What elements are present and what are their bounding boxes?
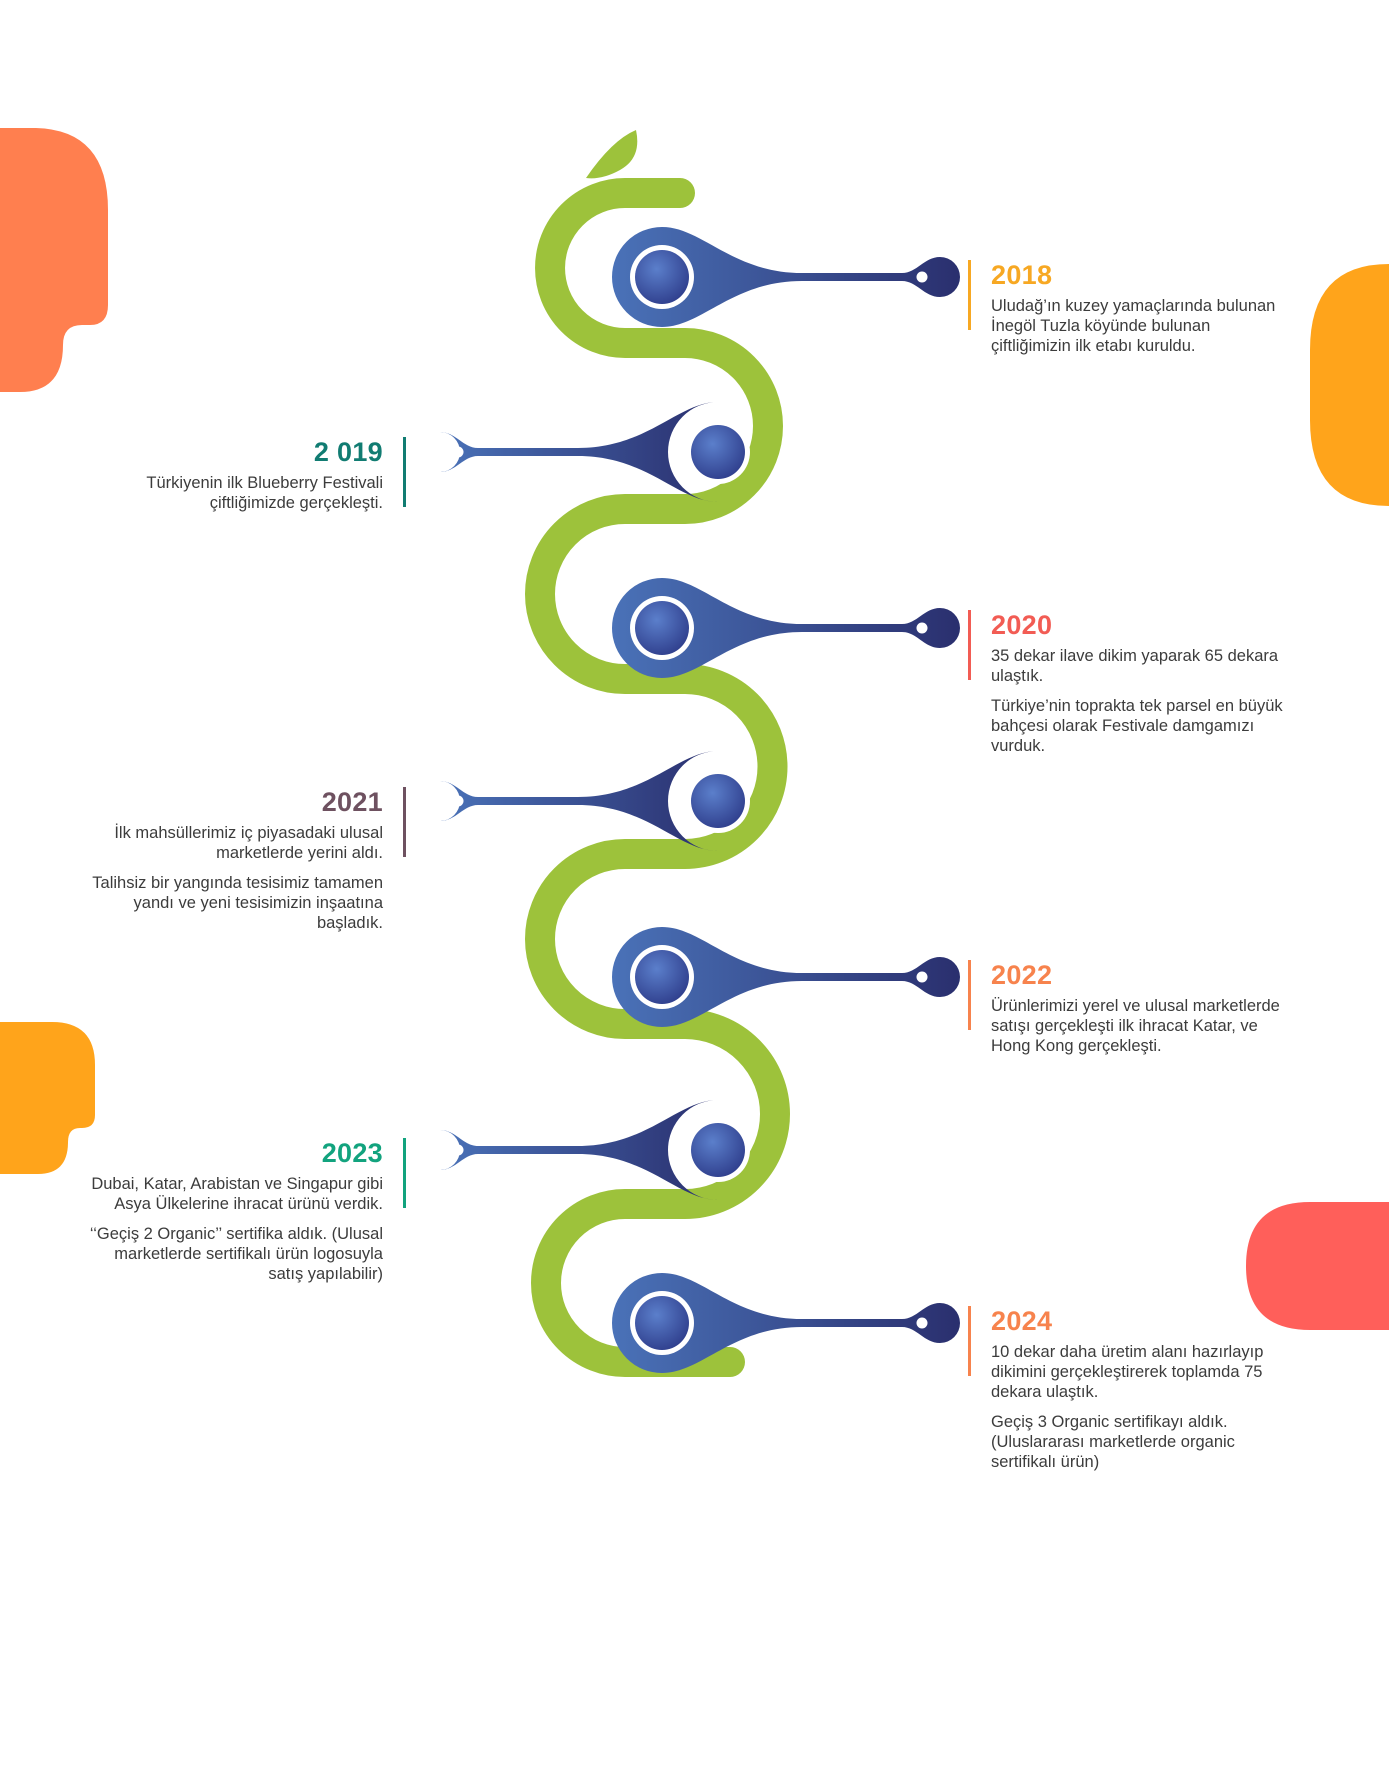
year-accent-bar xyxy=(403,787,406,857)
pin-end-dot xyxy=(916,971,928,983)
entry-text: 10 dekar daha üretim alanı hazırlayıp di… xyxy=(991,1343,1264,1401)
timeline-entry-2018: 2018 Uludağ’ın kuzey yamaçlarında buluna… xyxy=(968,260,1291,366)
year-accent-bar xyxy=(968,610,971,680)
pin-body xyxy=(612,1273,960,1373)
blob-amber-left xyxy=(0,1022,95,1174)
year-label: 2021 xyxy=(321,787,383,817)
entry-text: Türkiye’nin toprakta tek parsel en büyük… xyxy=(991,697,1283,755)
timeline-entry-2024: 2024 10 dekar daha üretim alanı hazırlay… xyxy=(968,1306,1291,1482)
timeline-pin-2018 xyxy=(612,227,960,327)
timeline-pin-2019 xyxy=(440,402,750,502)
pin-end-dot xyxy=(452,446,464,458)
entry-text: Ürünlerimizi yerel ve ulusal marketlerde… xyxy=(991,997,1280,1055)
blob-orange-top-left xyxy=(0,128,108,392)
entry-text: İlk mahsüllerimiz iç piyasadaki ulusal m… xyxy=(114,824,383,862)
year-label: 2018 xyxy=(991,260,1053,290)
pin-dot xyxy=(635,601,689,655)
year-label: 2023 xyxy=(321,1138,383,1168)
blob-red-right xyxy=(1246,1202,1389,1330)
pin-body xyxy=(440,751,718,851)
pin-dot xyxy=(691,774,745,828)
timeline-pin-2021 xyxy=(440,751,750,851)
pin-end-dot xyxy=(916,622,928,634)
timeline-entry-2023: 2023 Dubai, Katar, Arabistan ve Singapur… xyxy=(83,1138,406,1294)
pin-end-dot xyxy=(916,271,928,283)
blob-amber-right xyxy=(1310,264,1389,506)
pin-dot xyxy=(691,425,745,479)
entry-text: 35 dekar ilave dikim yaparak 65 dekara u… xyxy=(991,647,1279,685)
year-accent-bar xyxy=(968,260,971,330)
pin-end-dot xyxy=(916,1317,928,1329)
pin-end-dot xyxy=(452,795,464,807)
year-label: 2024 xyxy=(991,1306,1053,1336)
pin-body xyxy=(440,1100,718,1200)
timeline-pin-2024 xyxy=(612,1273,960,1373)
timeline-pin-2022 xyxy=(612,927,960,1027)
entry-text: Türkiyenin ilk Blueberry Festivali çiftl… xyxy=(146,474,383,512)
timeline-pin-2023 xyxy=(440,1100,750,1200)
timeline-entry-2019: 2 019 Türkiyenin ilk Blueberry Festivali… xyxy=(83,437,406,523)
timeline-entry-2022: 2022 Ürünlerimizi yerel ve ulusal market… xyxy=(968,960,1291,1066)
leaf-icon xyxy=(586,130,638,179)
entry-text: Geçiş 3 Organic sertifikayı aldık. (Ulus… xyxy=(991,1413,1235,1471)
entry-text: ‘‘Geçiş 2 Organic’’ sertifika aldık. (Ul… xyxy=(89,1225,383,1283)
year-label: 2020 xyxy=(991,610,1053,640)
timeline-entry-2020: 2020 35 dekar ilave dikim yaparak 65 dek… xyxy=(968,610,1291,766)
pin-body xyxy=(612,927,960,1027)
year-label: 2 019 xyxy=(313,437,383,467)
pin-dot xyxy=(635,250,689,304)
pin-dot xyxy=(635,950,689,1004)
vine-path xyxy=(525,178,790,1377)
year-accent-bar xyxy=(968,960,971,1030)
timeline-pin-2020 xyxy=(612,578,960,678)
pin-body xyxy=(612,578,960,678)
pin-body xyxy=(612,227,960,327)
year-label: 2022 xyxy=(991,960,1053,990)
entry-text: Talihsiz bir yangında tesisimiz tamamen … xyxy=(92,874,383,932)
timeline-entry-2021: 2021 İlk mahsüllerimiz iç piyasadaki ulu… xyxy=(83,787,406,943)
pin-dot xyxy=(691,1123,745,1177)
entry-text: Uludağ’ın kuzey yamaçlarında bulunan İne… xyxy=(991,297,1276,355)
year-accent-bar xyxy=(403,437,406,507)
year-accent-bar xyxy=(403,1138,406,1208)
pin-end-dot xyxy=(452,1144,464,1156)
pin-dot xyxy=(635,1296,689,1350)
entry-text: Dubai, Katar, Arabistan ve Singapur gibi… xyxy=(91,1175,383,1213)
pin-body xyxy=(440,402,718,502)
year-accent-bar xyxy=(968,1306,971,1376)
